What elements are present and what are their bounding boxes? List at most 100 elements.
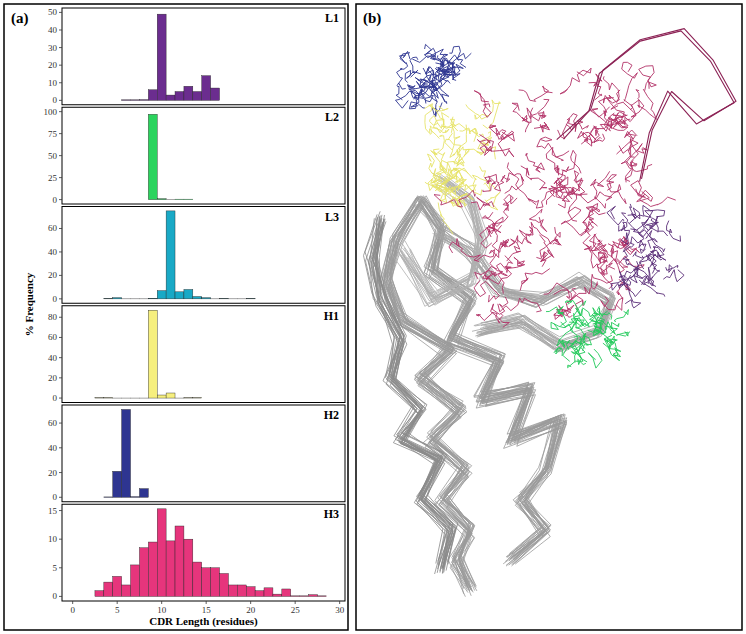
bar — [157, 291, 166, 299]
loop-trace — [485, 192, 500, 210]
loop-trace — [434, 190, 475, 207]
y-tick-label: 20 — [48, 270, 58, 280]
bar — [113, 576, 122, 596]
bar — [131, 398, 140, 399]
y-tick-label: 5 — [53, 563, 58, 573]
loop-trace — [445, 161, 468, 179]
loop-trace — [557, 165, 565, 185]
loop-trace — [551, 322, 566, 330]
loop-trace — [591, 107, 624, 129]
loop-trace — [433, 118, 449, 133]
loop-trace — [440, 66, 456, 80]
bar — [113, 398, 122, 399]
bar — [193, 92, 202, 101]
loop-trace — [435, 55, 444, 71]
bar — [237, 585, 246, 596]
structure-ensemble — [364, 29, 737, 597]
loop-trace — [630, 218, 657, 237]
y-tick-label: 80 — [48, 312, 58, 322]
y-tick — [59, 317, 62, 318]
x-tick — [161, 601, 162, 604]
bar — [184, 289, 193, 298]
bar — [291, 595, 300, 597]
loop-trace — [574, 333, 586, 349]
bar — [273, 594, 282, 596]
bar — [95, 397, 104, 398]
loop-trace — [571, 313, 583, 325]
backbone-trace — [443, 234, 610, 348]
y-tick-label: 60 — [48, 332, 58, 342]
backbone-trace — [438, 235, 611, 352]
loop-trace — [517, 227, 533, 244]
y-tick — [59, 177, 62, 178]
bars — [104, 211, 255, 299]
y-tick — [59, 357, 62, 358]
panel-title: H2 — [324, 408, 339, 422]
loop-trace — [565, 301, 578, 317]
loop-trace — [475, 271, 497, 281]
loop-trace — [448, 117, 456, 140]
bar — [220, 298, 229, 299]
loop-trace — [645, 216, 659, 232]
histogram-panel: 0255075100L2 — [44, 107, 346, 205]
backbone-trace — [410, 179, 487, 301]
bar — [255, 591, 264, 597]
y-tick — [59, 199, 62, 200]
y-tick — [59, 111, 62, 112]
loop-trace — [397, 62, 408, 83]
backbone-trace — [396, 178, 479, 296]
y-tick — [59, 100, 62, 101]
bar — [104, 298, 113, 299]
loop-trace — [630, 204, 644, 219]
y-tick-label: 0 — [53, 492, 58, 502]
x-tick-label: 0 — [70, 605, 75, 615]
bar — [148, 90, 157, 101]
loop-trace — [592, 314, 610, 340]
loop-trace — [426, 59, 445, 88]
loop-trace — [557, 340, 577, 348]
loop-trace — [651, 246, 661, 258]
loop-trace — [607, 206, 624, 225]
loop-trace — [625, 283, 641, 308]
bar — [184, 199, 193, 200]
bar — [122, 585, 131, 596]
bar — [157, 509, 166, 597]
loop-trace — [603, 76, 619, 102]
y-tick-label: 40 — [48, 443, 58, 453]
loop-trace — [586, 204, 600, 217]
plot-frame — [62, 207, 345, 304]
panel-title: L1 — [325, 11, 339, 25]
x-tick — [295, 601, 296, 604]
loop-trace — [519, 86, 553, 101]
y-tick — [59, 47, 62, 48]
bars — [95, 509, 326, 597]
loop-trace — [507, 236, 521, 261]
panel-a-box — [4, 4, 348, 630]
y-tick-label: 50 — [48, 7, 58, 17]
bar — [131, 565, 140, 596]
loop-trace — [663, 270, 684, 282]
y-tick — [59, 65, 62, 66]
y-tick-label: 60 — [48, 418, 58, 428]
loop-trace — [449, 239, 481, 262]
bar — [148, 310, 157, 398]
bar — [246, 298, 255, 299]
backbone-trace — [402, 176, 485, 298]
loop-trace — [544, 283, 576, 300]
y-tick-label: 75 — [48, 129, 58, 139]
loop-trace — [505, 163, 524, 194]
bars — [148, 114, 192, 199]
y-tick — [59, 251, 62, 252]
bar — [184, 539, 193, 596]
loop-trace — [529, 209, 546, 231]
bar — [122, 298, 131, 299]
loop-trace — [546, 147, 563, 173]
bar — [184, 397, 193, 398]
y-axis-label: % Frequency — [23, 272, 35, 336]
bar — [166, 211, 175, 299]
loop-trace — [424, 104, 439, 139]
backbone-trace — [400, 186, 482, 300]
y-tick-label: 30 — [48, 43, 58, 53]
loop-trace — [621, 143, 637, 166]
bar — [122, 99, 131, 101]
